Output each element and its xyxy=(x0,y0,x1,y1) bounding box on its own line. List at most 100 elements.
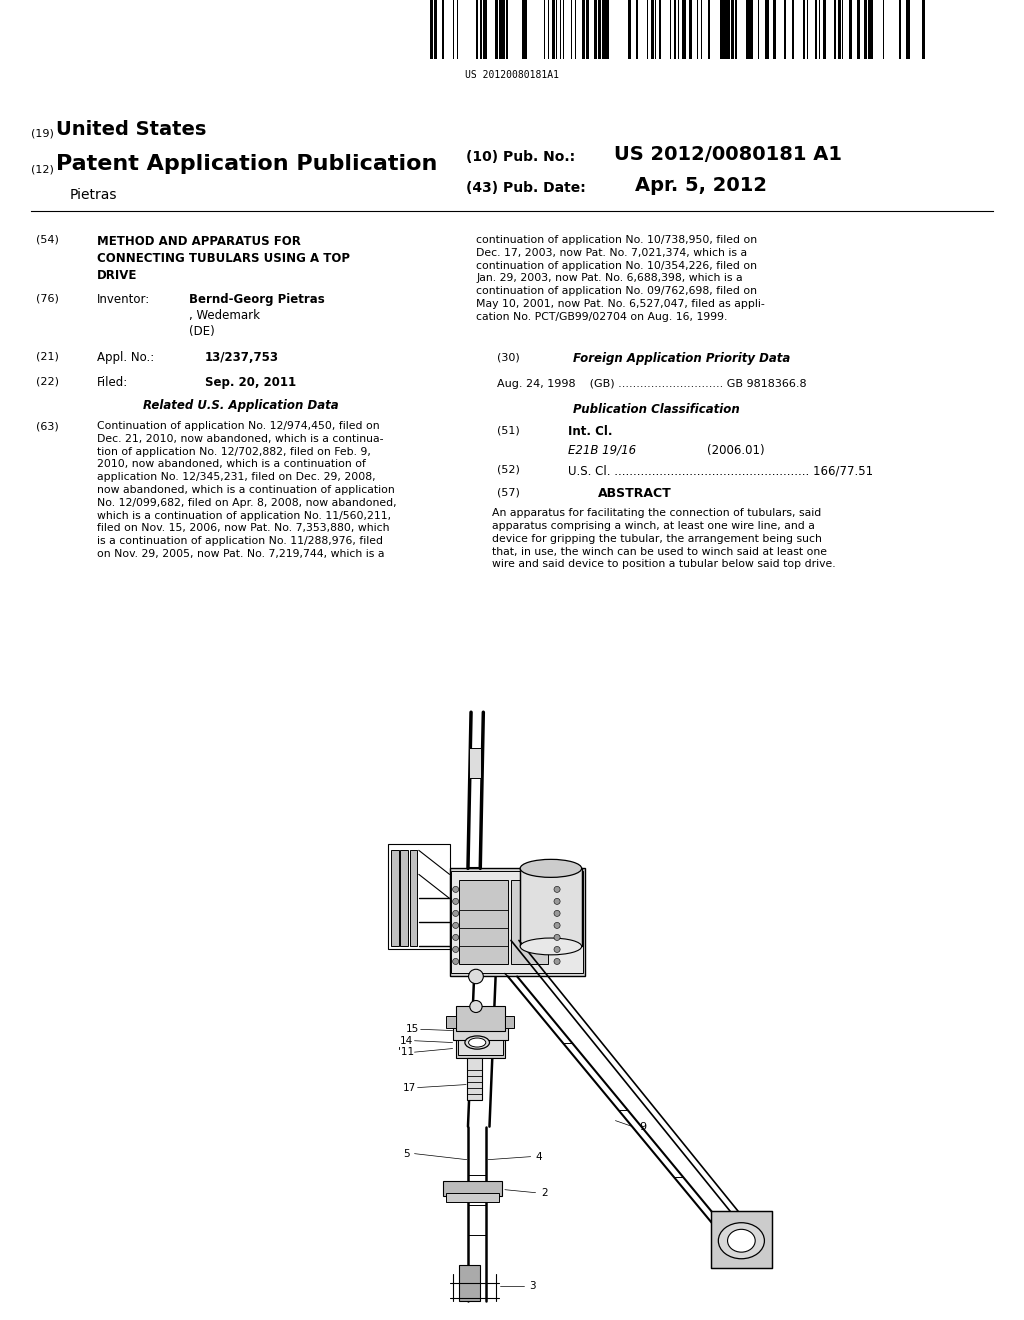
Bar xyxy=(598,0,601,59)
Bar xyxy=(724,0,727,59)
Bar xyxy=(864,0,867,59)
Bar xyxy=(443,1180,502,1196)
Bar xyxy=(456,1006,505,1031)
Text: , Wedemark: , Wedemark xyxy=(189,309,260,322)
Circle shape xyxy=(554,935,560,940)
Text: METHOD AND APPARATUS FOR
CONNECTING TUBULARS USING A TOP
DRIVE: METHOD AND APPARATUS FOR CONNECTING TUBU… xyxy=(97,235,350,282)
Bar xyxy=(709,0,710,59)
Bar xyxy=(594,0,597,59)
Bar xyxy=(678,0,679,59)
Bar xyxy=(674,0,677,59)
Bar xyxy=(751,0,753,59)
Bar xyxy=(842,0,843,59)
Text: (54): (54) xyxy=(36,235,58,246)
Bar xyxy=(784,0,786,59)
Bar xyxy=(446,1015,456,1027)
Bar xyxy=(651,0,653,59)
Bar xyxy=(815,0,816,59)
Bar xyxy=(503,0,505,59)
Text: ABSTRACT: ABSTRACT xyxy=(598,487,672,500)
Circle shape xyxy=(453,935,459,940)
Text: Int. Cl.: Int. Cl. xyxy=(568,425,612,438)
Bar xyxy=(456,1031,505,1057)
Text: (43) Pub. Date:: (43) Pub. Date: xyxy=(466,181,586,195)
Bar xyxy=(711,1210,772,1267)
Circle shape xyxy=(453,887,459,892)
Bar xyxy=(819,0,820,59)
Text: (19): (19) xyxy=(31,128,53,139)
Bar xyxy=(525,0,527,59)
Text: Appl. No.:: Appl. No.: xyxy=(97,351,155,364)
Text: (21): (21) xyxy=(36,351,58,362)
Bar xyxy=(822,0,825,59)
Bar xyxy=(410,850,417,946)
Bar xyxy=(552,0,555,59)
Bar xyxy=(450,869,585,977)
Bar xyxy=(499,0,502,59)
Text: 5: 5 xyxy=(403,1148,410,1159)
Bar xyxy=(469,748,481,779)
Bar xyxy=(556,0,557,59)
Text: Publication Classification: Publication Classification xyxy=(573,403,740,416)
Text: (76): (76) xyxy=(36,293,58,304)
Bar xyxy=(849,0,853,59)
Circle shape xyxy=(453,911,459,916)
Text: 9: 9 xyxy=(640,1122,646,1131)
Text: (52): (52) xyxy=(497,465,519,475)
Text: Patent Application Publication: Patent Application Publication xyxy=(56,154,437,174)
Circle shape xyxy=(554,887,560,892)
Circle shape xyxy=(469,969,483,983)
Circle shape xyxy=(554,958,560,965)
Bar xyxy=(452,871,583,973)
Text: United States: United States xyxy=(56,120,207,139)
Bar xyxy=(505,1015,514,1027)
Circle shape xyxy=(453,899,459,904)
Bar xyxy=(857,0,860,59)
Bar xyxy=(922,0,925,59)
Text: An apparatus for facilitating the connection of tubulars, said
apparatus compris: An apparatus for facilitating the connec… xyxy=(492,508,836,569)
Text: (10) Pub. No.:: (10) Pub. No.: xyxy=(466,149,575,164)
Text: Inventor:: Inventor: xyxy=(97,293,151,306)
Bar xyxy=(658,0,662,59)
Bar xyxy=(521,0,525,59)
Ellipse shape xyxy=(469,1038,485,1047)
Bar xyxy=(388,845,450,949)
Text: 4: 4 xyxy=(536,1151,542,1162)
Bar xyxy=(682,0,685,59)
Text: 14: 14 xyxy=(400,1036,413,1045)
Bar xyxy=(400,850,408,946)
Text: Filed:: Filed: xyxy=(97,376,129,389)
Text: 13/237,753: 13/237,753 xyxy=(205,351,279,364)
Circle shape xyxy=(554,923,560,928)
Bar xyxy=(758,0,760,59)
Text: E21B 19/16: E21B 19/16 xyxy=(568,444,637,457)
Text: (22): (22) xyxy=(36,376,58,387)
Bar xyxy=(459,1265,480,1300)
Bar xyxy=(868,0,871,59)
Bar xyxy=(838,0,841,59)
Bar xyxy=(792,0,794,59)
Bar xyxy=(906,0,909,59)
Text: (63): (63) xyxy=(36,421,58,432)
Bar xyxy=(441,0,444,59)
Bar xyxy=(430,0,432,59)
Text: 15: 15 xyxy=(407,1024,419,1035)
Bar xyxy=(636,0,638,59)
Bar xyxy=(520,869,582,946)
Bar xyxy=(773,0,776,59)
Text: US 2012/0080181 A1: US 2012/0080181 A1 xyxy=(614,145,843,164)
Bar xyxy=(446,1193,499,1201)
Bar xyxy=(453,1022,508,1040)
Text: 3: 3 xyxy=(529,1280,536,1291)
Text: '11: '11 xyxy=(398,1047,415,1057)
Text: Foreign Application Priority Data: Foreign Application Priority Data xyxy=(573,352,791,366)
Text: Sep. 20, 2011: Sep. 20, 2011 xyxy=(205,376,296,389)
Text: U.S. Cl. .................................................... 166/77.51: U.S. Cl. ...............................… xyxy=(568,465,873,478)
Text: Bernd-Georg Pietras: Bernd-Georg Pietras xyxy=(189,293,326,306)
Bar xyxy=(804,0,805,59)
Bar xyxy=(458,1034,503,1055)
Bar xyxy=(467,1057,482,1100)
Bar xyxy=(506,0,508,59)
Bar xyxy=(483,0,486,59)
Bar xyxy=(601,0,605,59)
